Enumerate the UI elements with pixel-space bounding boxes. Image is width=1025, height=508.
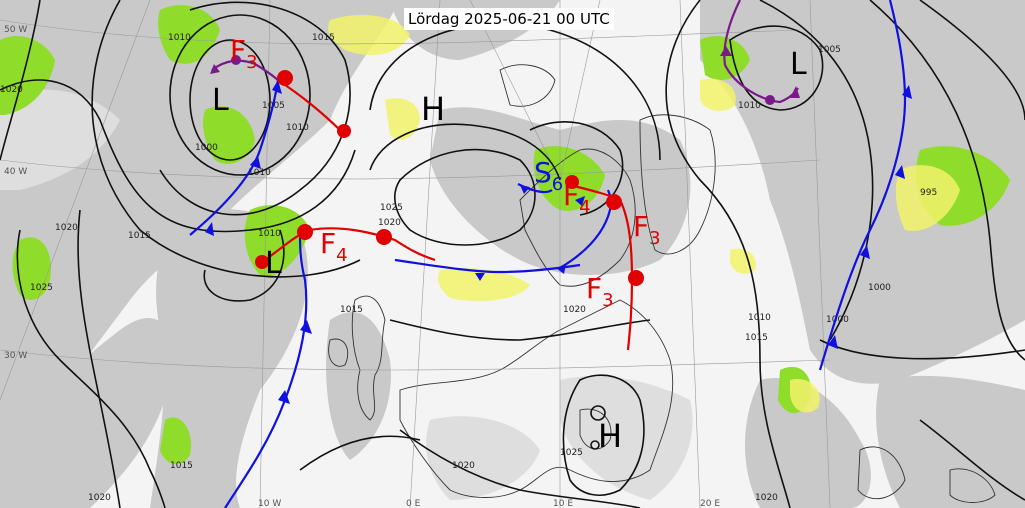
isobar-label: 1025	[560, 448, 583, 458]
map-title: Lördag 2025-06-21 00 UTC	[404, 8, 614, 30]
coordinate-labels: 50 W 40 W 30 W 10 W 0 E 10 E 20 E	[4, 25, 720, 508]
low-pressure-label: L	[212, 83, 229, 118]
occluded-front-symbols	[210, 46, 800, 105]
isobar-labels: 1010 1015 1005 1010 1000 1010 1015 1020 …	[0, 33, 937, 503]
coord-label: 50 W	[4, 25, 27, 35]
coord-label: 10 E	[553, 499, 573, 508]
isobar-label: 1000	[826, 315, 849, 325]
isobar-label: 1020	[452, 461, 475, 471]
coord-label: 40 W	[4, 167, 27, 177]
precipitation-yellow	[328, 15, 960, 413]
pressure-centres: L H L L H	[212, 47, 807, 455]
coord-label: 30 W	[4, 351, 27, 361]
isobar-label: 1020	[0, 85, 23, 95]
cold-front-triangles	[205, 80, 912, 404]
isobar-label: 1010	[248, 168, 271, 178]
warm-front-semicircles	[255, 70, 644, 286]
front-label: F3	[230, 34, 258, 73]
front-label: S6	[534, 156, 563, 195]
graticule	[0, 0, 831, 508]
isobar-label: 1010	[738, 101, 761, 111]
occluded-fronts	[211, 0, 799, 104]
precipitation-green	[0, 5, 1010, 465]
cold-fronts	[189, 0, 907, 508]
front-label: F3	[633, 210, 661, 249]
isobar-label: 1010	[748, 313, 771, 323]
isobar-label: 1010	[258, 229, 281, 239]
low-pressure-label: L	[265, 246, 282, 281]
isobar-label: 1020	[378, 218, 401, 228]
isobar-label: 1015	[340, 305, 363, 315]
coord-label: 10 W	[258, 499, 281, 508]
isobar-label: 1020	[563, 305, 586, 315]
isobar-label: 1015	[170, 461, 193, 471]
isobar-label: 1000	[868, 283, 891, 293]
isobar-label: 1020	[88, 493, 111, 503]
isobar-label: 1015	[745, 333, 768, 343]
isobar-label: 995	[920, 188, 937, 198]
isobar-label: 1020	[55, 223, 78, 233]
low-pressure-label: L	[790, 47, 807, 82]
coastlines	[328, 64, 996, 503]
isobar-label: 1005	[818, 45, 841, 55]
high-pressure-label: H	[421, 90, 445, 128]
isobar-label: 1015	[128, 231, 151, 241]
front-label: F3	[586, 272, 614, 311]
front-label: F4	[563, 179, 591, 218]
isobar-label: 1000	[195, 143, 218, 153]
front-label: F4	[320, 227, 348, 266]
isobar-label: 1015	[312, 33, 335, 43]
isobar-label: 1020	[755, 493, 778, 503]
coord-label: 0 E	[406, 499, 421, 508]
isobar-label: 1010	[286, 123, 309, 133]
coord-label: 20 E	[700, 499, 720, 508]
isobar-label: 1025	[30, 283, 53, 293]
front-labels: F3 F4 F4 F3 F3 S6	[230, 34, 661, 311]
isobar-label: 1010	[168, 33, 191, 43]
high-pressure-label: H	[598, 417, 622, 455]
isobar-label: 1025	[380, 203, 403, 213]
